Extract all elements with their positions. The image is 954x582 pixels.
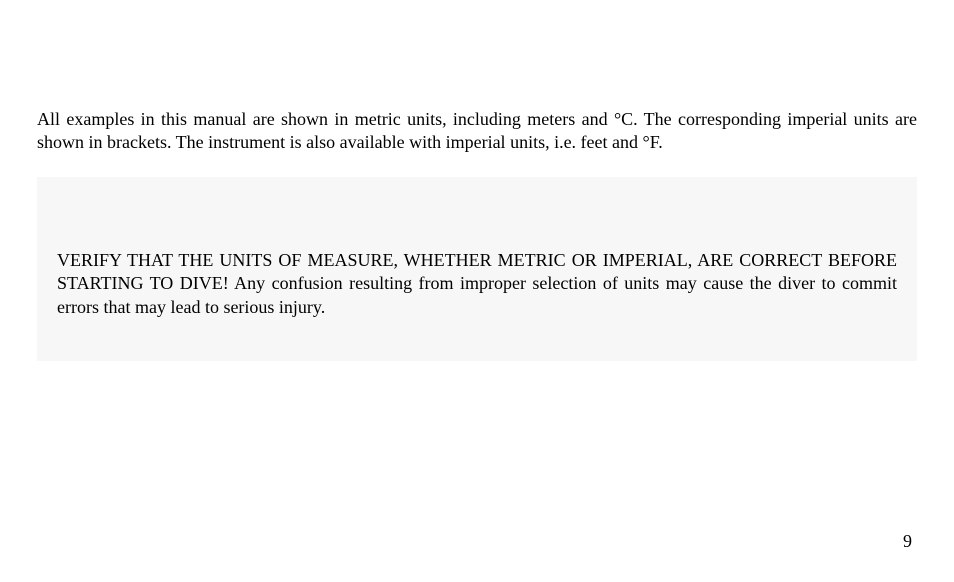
warning-callout: VERIFY THAT THE UNITS OF MEASURE, WHETHE… xyxy=(37,177,917,361)
body-paragraph: All examples in this manual are shown in… xyxy=(37,108,917,153)
page-number: 9 xyxy=(903,531,912,552)
warning-text: VERIFY THAT THE UNITS OF MEASURE, WHETHE… xyxy=(57,249,897,319)
manual-page: All examples in this manual are shown in… xyxy=(0,0,954,582)
